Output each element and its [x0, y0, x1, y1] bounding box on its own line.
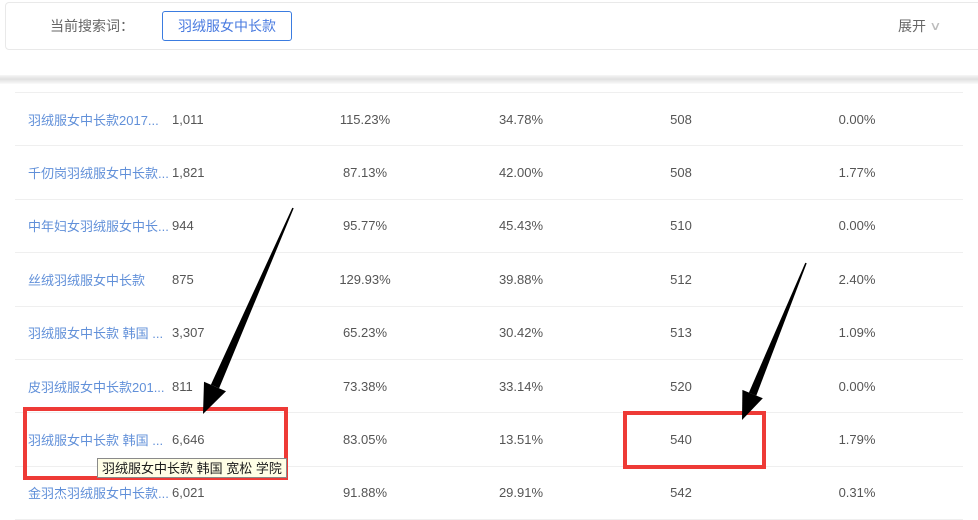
- search-count-cell: 1,821: [172, 165, 205, 181]
- keyword-link[interactable]: 中年妇女羽绒服女中长...: [28, 219, 169, 235]
- pct-col-3-cell: 0.31%: [838, 485, 876, 501]
- search-count-cell: 944: [172, 218, 194, 234]
- keyword-link[interactable]: 羽绒服女中长款 韩国 ...: [28, 326, 164, 342]
- table-row: 皮羽绒服女中长款201... 811 73.38% 33.14% 520 0.0…: [15, 360, 963, 414]
- pct-col-2-cell: 39.88%: [498, 271, 544, 287]
- pct-col-3-cell: 1.77%: [838, 165, 876, 181]
- section-divider: [0, 75, 978, 84]
- highlight-box-value: [623, 411, 766, 469]
- keyword-link[interactable]: 千仞岗羽绒服女中长款...: [28, 166, 169, 182]
- table-row: 羽绒服女中长款 韩国 ... 3,307 65.23% 30.42% 513 1…: [15, 307, 963, 360]
- keyword-link[interactable]: 羽绒服女中长款2017...: [28, 112, 159, 128]
- table-row: 千仞岗羽绒服女中长款... 1,821 87.13% 42.00% 508 1.…: [15, 146, 963, 200]
- value-cell: 512: [670, 271, 692, 287]
- keyword-link[interactable]: 丝绒羽绒服女中长款: [28, 272, 146, 288]
- keyword-link[interactable]: 金羽杰羽绒服女中长款...: [28, 486, 169, 502]
- highlight-box-keyword: [23, 407, 288, 480]
- keyword-table: 羽绒服女中长款2017... 1,011 115.23% 34.78% 508 …: [15, 92, 963, 520]
- keyword-link[interactable]: 羽绒服女中长款 韩国 ...: [28, 433, 164, 449]
- table-row: 中年妇女羽绒服女中长... 944 95.77% 45.43% 510 0.00…: [15, 200, 963, 254]
- pct-col-2-cell: 29.91%: [498, 485, 544, 501]
- pct-col-3-cell: 1.09%: [838, 325, 876, 341]
- search-count-cell: 3,307: [172, 325, 205, 341]
- keyword-link[interactable]: 皮羽绒服女中长款201...: [28, 379, 165, 395]
- value-cell: 513: [670, 325, 692, 341]
- pct-col-1-cell: 91.88%: [342, 485, 388, 501]
- search-count-cell: 1,011: [172, 111, 204, 127]
- value-cell: 540: [670, 432, 692, 448]
- table-row: 羽绒服女中长款2017... 1,011 115.23% 34.78% 508 …: [15, 93, 963, 147]
- table-body: 羽绒服女中长款2017... 1,011 115.23% 34.78% 508 …: [15, 93, 963, 520]
- search-header: 当前搜索词： 羽绒服女中长款: [5, 2, 978, 50]
- value-cell: 508: [670, 111, 692, 127]
- value-cell: 508: [670, 165, 692, 181]
- pct-col-1-cell: 95.77%: [342, 218, 388, 234]
- pct-col-3-cell: 0.00%: [838, 111, 876, 127]
- search-count-cell: 6,021: [172, 485, 205, 501]
- pct-col-1-cell: 87.13%: [342, 165, 388, 181]
- table-row: 羽绒服女中长款 韩国 ... 6,646 83.05% 13.51% 540 1…: [15, 413, 963, 467]
- pct-col-3-cell: 0.00%: [838, 378, 876, 394]
- expand-label: 展开: [898, 18, 926, 34]
- pct-col-3-cell: 1.79%: [838, 432, 876, 448]
- pct-col-2-cell: 30.42%: [498, 325, 544, 341]
- pct-col-1-cell: 73.38%: [342, 378, 388, 394]
- pct-col-1-cell: 83.05%: [342, 432, 388, 448]
- search-term-tag[interactable]: 羽绒服女中长款: [162, 11, 292, 41]
- pct-col-2-cell: 45.43%: [498, 218, 544, 234]
- pct-col-2-cell: 34.78%: [498, 111, 544, 127]
- pct-col-1-cell: 115.23%: [339, 111, 391, 127]
- keyword-tooltip: 羽绒服女中长款 韩国 宽松 学院: [97, 458, 287, 478]
- pct-col-1-cell: 65.23%: [342, 325, 388, 341]
- pct-col-2-cell: 33.14%: [498, 378, 544, 394]
- search-count-cell: 811: [172, 378, 193, 394]
- pct-col-2-cell: 42.00%: [498, 165, 544, 181]
- value-cell: 510: [670, 218, 692, 234]
- pct-col-2-cell: 13.51%: [498, 432, 544, 448]
- search-count-cell: 875: [172, 271, 194, 287]
- chevron-down-icon: ∨: [929, 19, 942, 33]
- pct-col-3-cell: 0.00%: [838, 218, 876, 234]
- value-cell: 542: [670, 485, 692, 501]
- current-search-label: 当前搜索词：: [50, 18, 134, 34]
- pct-col-3-cell: 2.40%: [838, 271, 876, 287]
- expand-button[interactable]: 展开 ∨: [898, 16, 942, 36]
- value-cell: 520: [670, 378, 692, 394]
- search-count-cell: 6,646: [172, 432, 205, 448]
- table-row: 丝绒羽绒服女中长款 875 129.93% 39.88% 512 2.40%: [15, 253, 963, 307]
- pct-col-1-cell: 129.93%: [339, 271, 391, 287]
